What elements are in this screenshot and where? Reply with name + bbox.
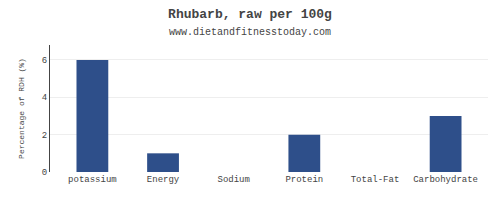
svg-text:Carbohydrate: Carbohydrate	[413, 175, 478, 185]
svg-text:6: 6	[42, 56, 47, 66]
svg-text:Protein: Protein	[285, 175, 323, 185]
svg-text:0: 0	[42, 168, 47, 178]
svg-text:Percentage of RDH (%): Percentage of RDH (%)	[17, 58, 26, 159]
svg-text:Rhubarb, raw per 100gwww.dieta: Rhubarb, raw per 100gwww.dietandfitnesst…	[168, 7, 332, 38]
svg-text:4: 4	[42, 93, 47, 103]
svg-text:2: 2	[42, 131, 47, 141]
svg-text:potassium: potassium	[68, 175, 117, 185]
svg-text:Energy: Energy	[147, 175, 180, 185]
svg-text:Total-Fat: Total-Fat	[351, 175, 400, 185]
svg-text:Sodium: Sodium	[217, 175, 249, 185]
